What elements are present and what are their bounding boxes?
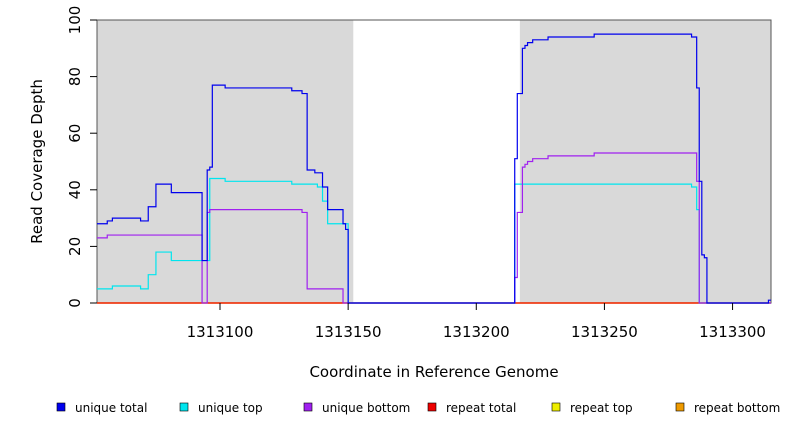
y-tick-label: 60 (66, 124, 84, 143)
legend: unique total unique top unique bottom repea… (56, 401, 780, 415)
legend-label: repeat top (570, 401, 633, 415)
legend-label: unique bottom (322, 401, 410, 415)
legend-swatch (551, 402, 561, 412)
y-tick-label: 100 (66, 6, 84, 35)
legend-swatch (303, 402, 313, 412)
y-tick-label: 80 (66, 67, 84, 86)
shaded-region-1 (97, 20, 354, 303)
legend-label: repeat total (446, 401, 516, 415)
legend-label: repeat bottom (694, 401, 780, 415)
legend-swatch (427, 402, 437, 412)
legend-item-unique-total: unique total (56, 401, 147, 415)
x-tick-label: 1313250 (571, 323, 638, 341)
legend-label: unique top (198, 401, 263, 415)
legend-swatch (56, 402, 66, 412)
x-tick-label: 1313200 (443, 323, 510, 341)
series-line-unique-total (97, 33, 771, 304)
legend-item-unique-bottom: unique bottom (303, 401, 410, 415)
legend-label: unique total (75, 401, 147, 415)
series-lines (97, 33, 771, 304)
shaded-region-2 (519, 20, 771, 303)
y-tick-label: 40 (66, 180, 84, 199)
x-axis: 1313100 1313150 1313200 1313250 1313300 (187, 303, 766, 341)
x-axis-title: Coordinate in Reference Genome (309, 363, 558, 381)
y-axis: 0 20 40 60 80 100 (66, 6, 97, 308)
x-tick-label: 1313300 (699, 323, 766, 341)
legend-item-unique-top: unique top (179, 401, 263, 415)
legend-swatch (179, 402, 189, 412)
y-tick-label: 20 (66, 237, 84, 256)
legend-item-repeat-bottom: repeat bottom (675, 401, 780, 415)
x-tick-label: 1313100 (187, 323, 254, 341)
shaded-regions (97, 20, 771, 303)
legend-item-repeat-top: repeat top (551, 401, 633, 415)
y-tick-label: 0 (66, 298, 84, 308)
legend-swatch (675, 402, 685, 412)
y-axis-title: Read Coverage Depth (28, 79, 46, 244)
legend-item-repeat-total: repeat total (427, 401, 516, 415)
x-tick-label: 1313150 (315, 323, 382, 341)
series-line-unique-top (97, 177, 771, 304)
